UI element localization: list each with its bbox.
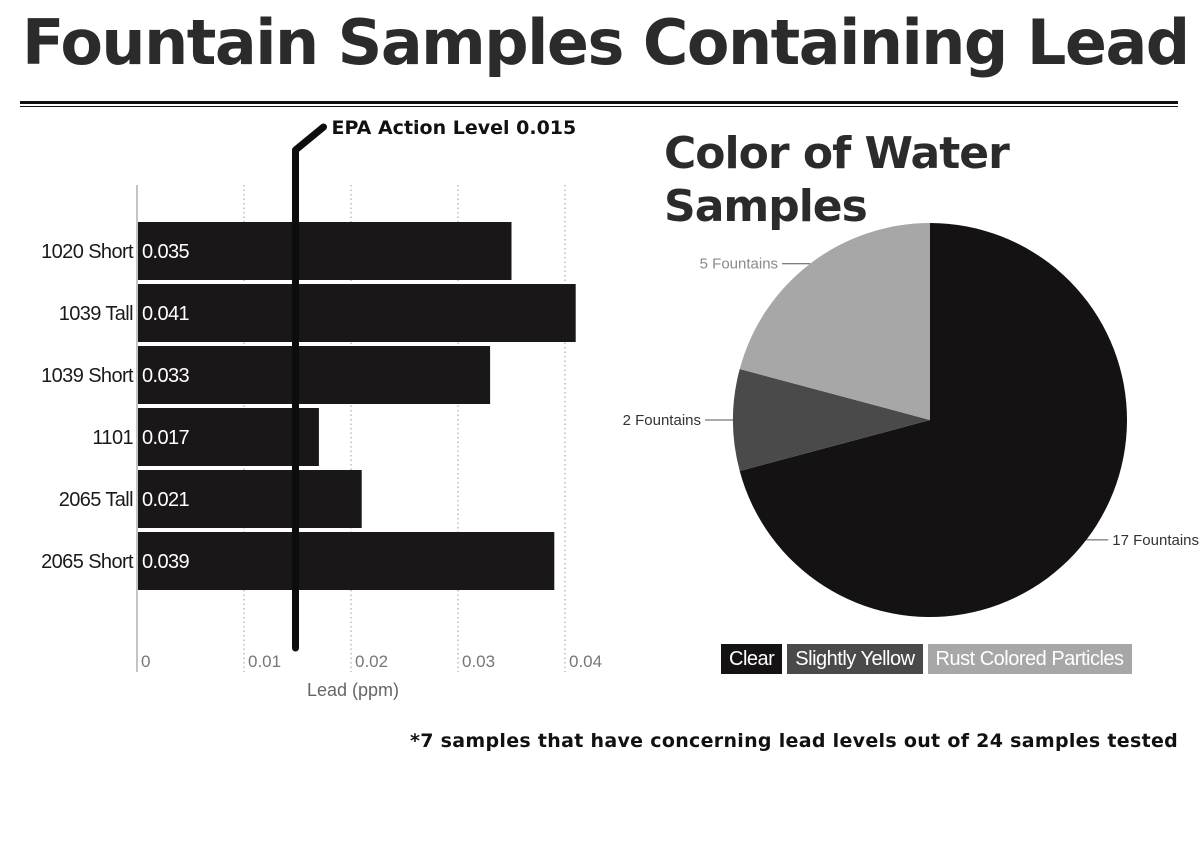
bar-value-label: 0.039 [142, 551, 190, 573]
category-label: 1020 Short [41, 241, 134, 263]
x-tick-label: 0.01 [248, 652, 281, 671]
pie-slice-label: 5 Fountains [700, 256, 778, 273]
bar-value-label: 0.033 [142, 365, 190, 387]
category-label: 1039 Short [41, 365, 134, 387]
bar-value-label: 0.041 [142, 303, 190, 325]
x-tick-label: 0.04 [569, 652, 602, 671]
pie-slice [733, 369, 930, 471]
category-label: 2065 Tall [59, 489, 133, 511]
title-divider-thick [20, 101, 1178, 104]
x-axis-title: Lead (ppm) [307, 680, 399, 700]
pie-slice-label: 2 Fountains [623, 412, 701, 429]
pie-legend: Clear Slightly Yellow Rust Colored Particl… [721, 644, 1132, 674]
pie-slice [739, 223, 1127, 617]
bar [138, 470, 362, 528]
x-tick-label: 0.03 [462, 652, 495, 671]
legend-item: Rust Colored Particles [927, 644, 1132, 674]
bar-value-label: 0.017 [142, 427, 190, 449]
bar [138, 222, 512, 280]
category-label: 1039 Tall [59, 303, 133, 325]
water-color-pie-chart: 17 Fountains 2 Fountains 5 Fountains [623, 223, 1199, 617]
bar-value-label: 0.021 [142, 489, 190, 511]
legend-item: Slightly Yellow [787, 644, 923, 674]
category-label: 1101 [92, 427, 133, 449]
bar-value-label: 0.035 [142, 241, 190, 263]
pie-slice-label: 17 Fountains [1112, 532, 1199, 549]
footnote: *7 samples that have concerning lead lev… [410, 730, 1179, 752]
pie-slice [739, 223, 930, 420]
category-label: 2065 Short [41, 551, 134, 573]
epa-action-level-line [292, 123, 327, 652]
bar [138, 346, 491, 404]
title-divider-thin [20, 106, 1178, 107]
x-tick-label: 0 [141, 652, 150, 671]
lead-bar-chart: 0 0.01 0.02 0.03 0.04 1020 Short 0.035 1039 Tal… [41, 117, 602, 700]
bar [138, 284, 576, 342]
page-title: Fountain Samples Containing Lead [22, 6, 1190, 79]
epa-action-level-label: EPA Action Level 0.015 [332, 117, 577, 139]
bar [138, 408, 319, 466]
bar [138, 532, 555, 590]
pie-chart-title: Color of Water Samples [664, 128, 1010, 232]
x-tick-label: 0.02 [355, 652, 388, 671]
legend-item: Clear [721, 644, 783, 674]
